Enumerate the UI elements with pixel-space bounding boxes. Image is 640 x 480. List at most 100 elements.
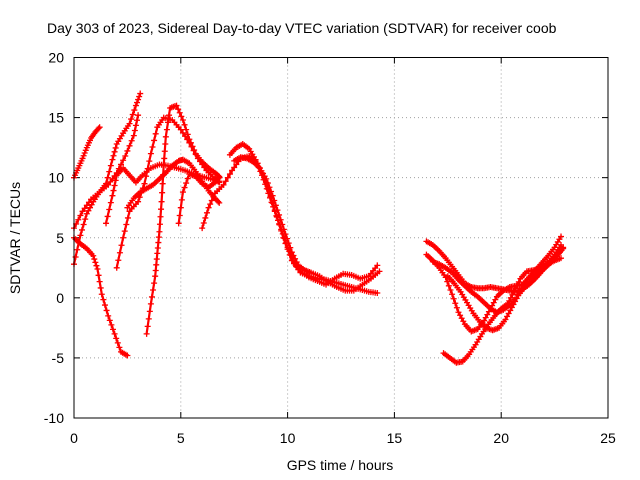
data-point (189, 143, 196, 150)
data-point (159, 189, 166, 196)
data-point (110, 187, 117, 194)
data-point (215, 198, 222, 205)
data-point (95, 125, 102, 132)
data-point (181, 184, 188, 191)
data-point (79, 155, 86, 162)
data-point (181, 121, 188, 128)
data-point (215, 175, 222, 182)
y-tick-label: 15 (48, 110, 64, 126)
data-point (176, 212, 183, 219)
data-point (98, 291, 105, 298)
data-point (179, 189, 186, 196)
data-point (490, 299, 497, 306)
data-point (113, 335, 120, 342)
data-point (160, 162, 167, 169)
data-point (105, 181, 112, 188)
data-point (282, 231, 289, 238)
x-axis-ticks: 0 5 10 15 20 25 (70, 57, 616, 446)
data-point (124, 352, 131, 359)
x-tick-label: 10 (280, 430, 296, 446)
data-point (132, 122, 139, 129)
data-point (173, 102, 180, 109)
data-point (153, 256, 160, 263)
data-point (106, 206, 113, 213)
data-point (143, 330, 150, 337)
data-point (111, 148, 118, 155)
data-point (144, 165, 151, 172)
data-point (126, 142, 133, 149)
data-point (502, 316, 509, 323)
data-point (187, 139, 194, 146)
data-point (509, 291, 516, 298)
data-point (161, 148, 168, 155)
data-point (116, 344, 123, 351)
data-point (207, 201, 214, 208)
data-point (229, 167, 236, 174)
series-layer (71, 90, 567, 366)
series-line (145, 104, 221, 335)
data-point (137, 90, 144, 97)
data-point (85, 199, 92, 206)
data-point (512, 298, 519, 305)
data-point (141, 180, 148, 187)
data-point (376, 268, 383, 275)
data-point (510, 301, 517, 308)
data-point (134, 99, 141, 106)
x-tick-label: 5 (177, 430, 185, 446)
data-point (116, 249, 123, 256)
data-point (104, 174, 111, 181)
data-point (107, 162, 114, 169)
data-point (263, 175, 270, 182)
data-point (111, 182, 118, 189)
data-point (79, 208, 86, 215)
data-point (146, 158, 153, 165)
data-point (288, 249, 295, 256)
data-point (145, 315, 152, 322)
data-point (128, 137, 135, 144)
x-tick-label: 0 (70, 430, 78, 446)
data-point (95, 272, 102, 279)
data-point (121, 228, 128, 235)
data-point (75, 239, 82, 246)
data-point (151, 137, 158, 144)
data-point (272, 202, 279, 209)
data-point (120, 234, 127, 241)
data-point (511, 288, 518, 295)
data-point (183, 126, 190, 133)
data-point (482, 314, 489, 321)
series-arc-12 (231, 154, 383, 294)
plot-frame (73, 57, 609, 419)
data-point (293, 259, 300, 266)
data-point (178, 196, 185, 203)
data-point (512, 285, 519, 292)
data-point (285, 240, 292, 247)
data-point (231, 164, 238, 171)
data-point (447, 287, 454, 294)
data-point (162, 141, 169, 148)
data-point (82, 216, 89, 223)
data-point (114, 339, 121, 346)
data-point (166, 112, 173, 119)
series-line (228, 142, 379, 286)
data-point (481, 317, 488, 324)
data-point (112, 144, 119, 151)
data-point (81, 205, 88, 212)
data-point (515, 278, 522, 285)
data-point (513, 295, 520, 302)
data-point (175, 106, 182, 113)
data-point (203, 209, 210, 216)
data-point (132, 102, 139, 109)
data-point (205, 204, 212, 211)
data-point (279, 221, 286, 228)
data-point (178, 113, 185, 120)
data-point (77, 232, 84, 239)
data-point (131, 107, 138, 114)
data-point (220, 181, 227, 188)
data-point (287, 244, 294, 251)
data-point (558, 255, 565, 262)
data-point (143, 173, 150, 180)
data-point (210, 193, 217, 200)
x-axis-label: GPS time / hours (287, 457, 394, 473)
data-point (144, 323, 151, 330)
